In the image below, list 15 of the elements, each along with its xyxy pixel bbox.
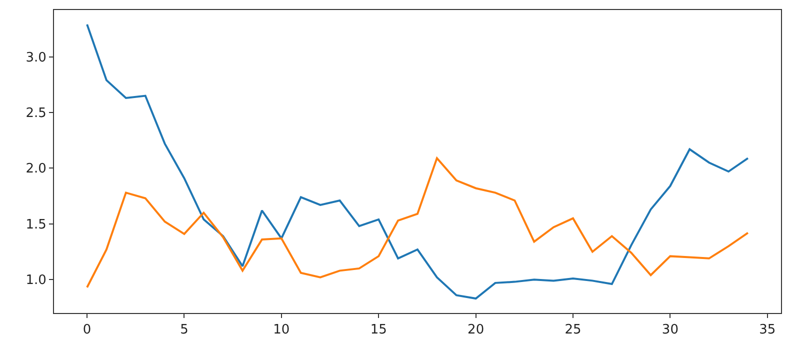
x-tick-label: 20: [468, 322, 484, 338]
x-tick-label: 0: [82, 322, 92, 338]
y-tick-label: 2.5: [26, 106, 46, 122]
y-tick-label: 1.0: [26, 273, 46, 288]
y-tick-label: 3.0: [26, 50, 46, 66]
x-tick-label: 5: [180, 322, 188, 338]
y-tick-label: 1.5: [26, 217, 46, 232]
x-tick-label: 15: [370, 322, 387, 338]
x-tick-label: 10: [273, 322, 290, 338]
x-tick-label: 25: [564, 322, 582, 338]
y-tick-label: 2.0: [26, 162, 46, 177]
line-series: [86, 23, 749, 300]
line-series: [86, 157, 749, 288]
x-tick-label: 35: [759, 322, 776, 338]
x-tick-label: 30: [662, 322, 678, 338]
